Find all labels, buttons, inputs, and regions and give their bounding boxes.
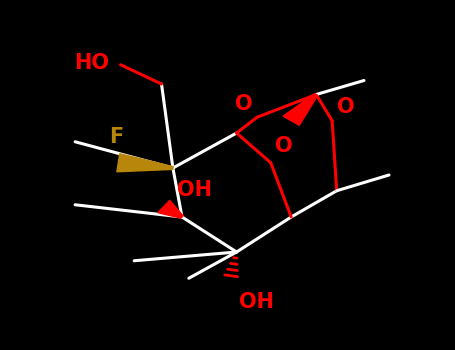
Text: F: F [109,127,123,147]
Polygon shape [117,154,173,172]
Polygon shape [158,200,183,218]
Text: O: O [275,136,293,156]
Text: O: O [235,94,253,114]
Text: HO: HO [74,53,109,73]
Text: O: O [337,97,354,117]
Text: OH: OH [239,292,274,312]
Polygon shape [283,94,318,125]
Text: OH: OH [177,180,212,200]
